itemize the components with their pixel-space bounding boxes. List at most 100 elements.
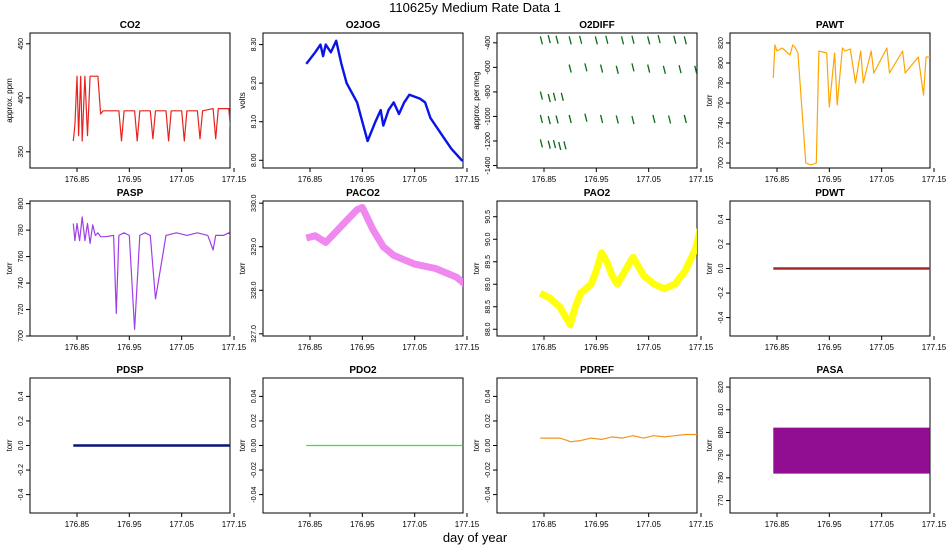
x-tick-label: 177.05	[869, 520, 894, 529]
x-tick-label: 176.95	[350, 520, 375, 529]
data-point	[599, 64, 604, 73]
y-tick-label: 700	[18, 330, 25, 342]
x-tick-label: 177.15	[455, 175, 480, 184]
y-tick-label: 450	[18, 38, 25, 50]
series-line	[305, 39, 463, 162]
data-point	[547, 93, 551, 103]
x-tick-label: 177.15	[222, 343, 247, 352]
y-tick-label: 740	[18, 277, 25, 289]
x-tick-label: 176.95	[117, 520, 142, 529]
y-tick-label: 0.02	[251, 414, 258, 428]
x-tick-label: 176.85	[298, 175, 323, 184]
y-tick-label: 800	[718, 427, 725, 439]
data-point	[657, 34, 661, 44]
y-tick-label: 90.0	[485, 232, 492, 246]
x-tick-label: 177.15	[222, 520, 247, 529]
y-tick-label: 327.0	[251, 325, 258, 343]
y-tick-label: 0.00	[485, 439, 492, 453]
y-tick-label: 800	[718, 57, 725, 69]
data-point	[667, 115, 672, 124]
panel-data	[538, 227, 697, 329]
x-tick-label: 176.95	[584, 343, 609, 352]
data-point	[555, 35, 559, 44]
y-tick-label: 8.30	[251, 38, 258, 52]
y-tick-label: 88.5	[485, 300, 492, 314]
y-axis-label: torr	[705, 439, 714, 451]
panel-frame	[29, 32, 231, 169]
x-tick-label: 176.95	[817, 343, 842, 352]
data-point	[552, 139, 557, 149]
y-tick-label: -0.04	[485, 487, 492, 503]
panel-frame	[496, 200, 698, 337]
panel-data	[540, 433, 697, 443]
series-line	[538, 227, 697, 329]
y-tick-label: 8.10	[251, 115, 258, 129]
y-tick-label: 8.20	[251, 76, 258, 90]
panel-title: PACO2	[346, 188, 380, 199]
data-point	[631, 115, 635, 125]
y-tick-label: 820	[718, 37, 725, 49]
data-point	[539, 139, 544, 148]
data-point	[539, 114, 544, 124]
panel-data	[772, 44, 930, 166]
data-point	[615, 115, 619, 124]
data-point	[563, 141, 567, 150]
data-point	[683, 36, 687, 45]
y-axis-label: torr	[472, 262, 481, 274]
panel-title: PASP	[117, 188, 144, 199]
x-tick-label: 177.05	[636, 343, 661, 352]
panel-title: PDSP	[116, 365, 144, 376]
data-point	[678, 65, 682, 74]
panel-o2jog: O2JOG volts 176.85 176.95 177.05 177.15 8.00 8.…	[238, 20, 480, 184]
data-point	[615, 65, 619, 74]
y-tick-label: 0.04	[251, 389, 258, 403]
data-point	[631, 35, 635, 44]
x-tick-label: 176.95	[817, 175, 842, 184]
panel-title: O2DIFF	[579, 20, 615, 31]
data-point	[700, 35, 702, 43]
y-tick-label: 0.2	[718, 239, 725, 249]
data-point	[683, 114, 687, 124]
panel-pdsp: PDSP torr 176.85 176.95 177.05 177.15 -0.4 -0.2…	[5, 365, 247, 529]
x-tick-label: 176.85	[532, 520, 557, 529]
panel-pdwt: PDWT torr 176.85 176.95 177.05 177.15 -0.4 -0.2…	[705, 188, 947, 352]
y-tick-label: -0.04	[251, 487, 258, 503]
y-tick-label: -0.4	[18, 488, 25, 500]
y-axis-label: approx. ppm	[5, 78, 14, 123]
y-tick-label: 329.0	[251, 238, 258, 256]
data-point	[547, 115, 551, 125]
x-tick-label: 177.05	[869, 175, 894, 184]
y-tick-label: -0.2	[18, 464, 25, 476]
panel-data	[305, 39, 463, 162]
data-point	[539, 36, 544, 45]
panel-frame	[496, 377, 698, 514]
series-line	[72, 216, 230, 330]
y-tick-label: 760	[18, 251, 25, 263]
panel-frame	[496, 32, 698, 169]
panel-co2: CO2 approx. ppm 176.85 176.95 177.05 177.15 35…	[5, 20, 247, 184]
panel-title: PDO2	[349, 365, 377, 376]
y-axis-label: torr	[5, 439, 14, 451]
x-tick-label: 177.05	[169, 520, 194, 529]
x-tick-label: 176.85	[765, 520, 790, 529]
panel-title: PDREF	[580, 365, 614, 376]
data-point	[710, 115, 712, 123]
x-tick-label: 176.85	[532, 343, 557, 352]
data-point	[694, 65, 697, 74]
x-tick-label: 176.85	[765, 343, 790, 352]
x-tick-label: 176.95	[817, 520, 842, 529]
y-tick-label: 0.0	[18, 441, 25, 451]
x-tick-label: 176.85	[65, 520, 90, 529]
y-tick-label: 720	[18, 304, 25, 316]
panel-title: CO2	[120, 20, 141, 31]
y-axis-label: approx. per meg	[472, 71, 481, 129]
x-tick-label: 176.95	[350, 343, 375, 352]
data-point	[599, 114, 604, 124]
x-tick-label: 176.95	[584, 520, 609, 529]
y-tick-label: -0.2	[718, 287, 725, 299]
panel-frame	[29, 200, 231, 337]
data-point	[647, 64, 651, 73]
data-point	[631, 63, 635, 72]
data-point	[560, 92, 564, 101]
data-point	[710, 65, 712, 73]
